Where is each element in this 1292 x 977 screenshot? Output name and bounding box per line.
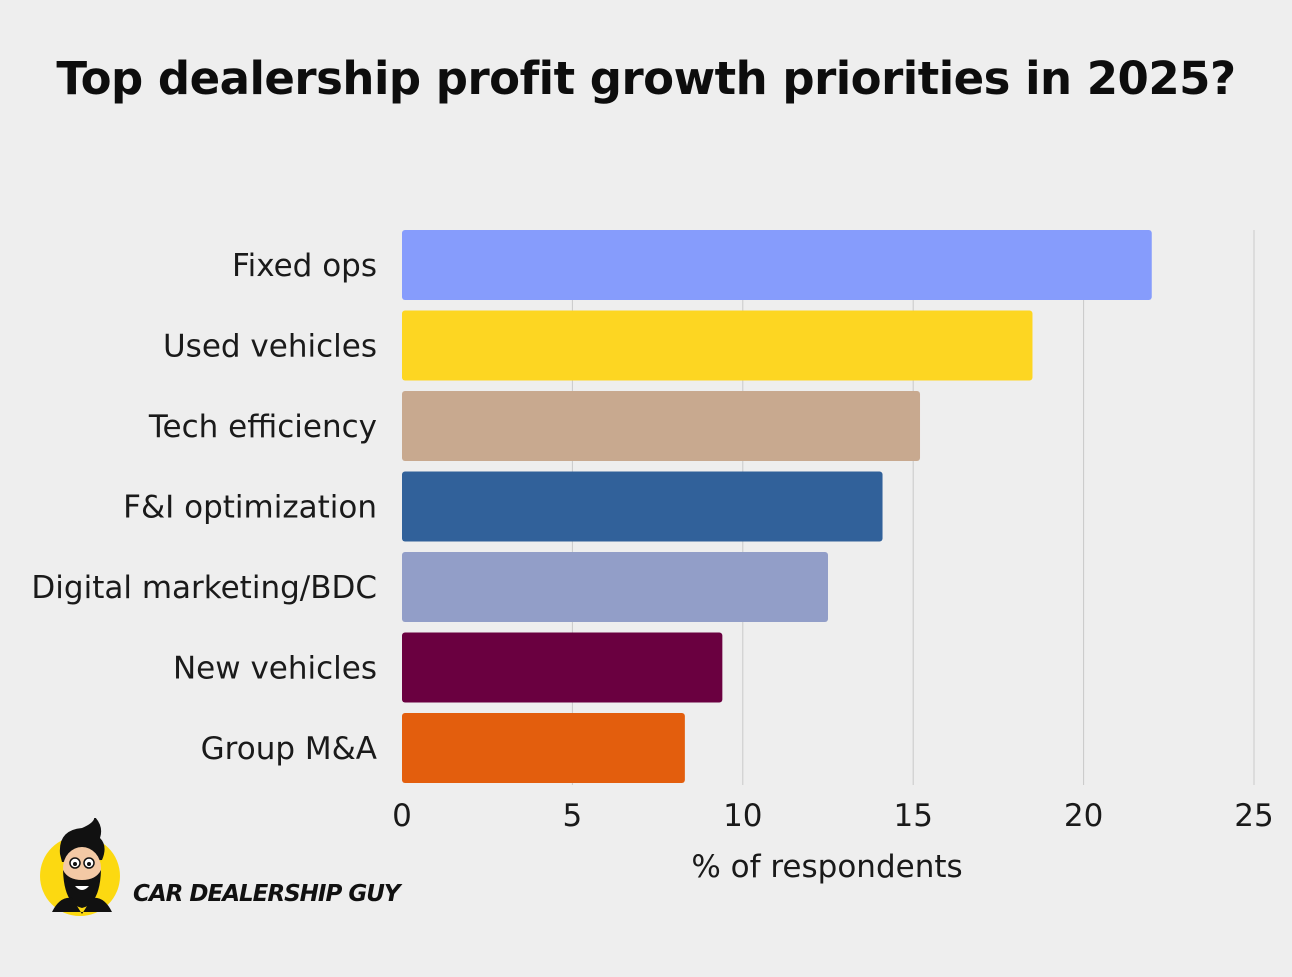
category-label: Used vehicles — [163, 329, 377, 365]
category-label: Digital marketing/BDC — [31, 570, 377, 606]
x-tick-label: 10 — [723, 798, 762, 834]
x-tick-label: 0 — [392, 798, 412, 834]
bar — [402, 471, 883, 542]
logo-suit — [52, 897, 112, 914]
brand-name: CAR DEALERSHIP GUY — [133, 881, 401, 907]
category-label: Group M&A — [201, 731, 377, 767]
category-labels: Fixed ops Used vehicles Tech efficiency F&I… — [31, 248, 377, 767]
x-axis-title: % of respondents — [691, 849, 962, 885]
brand-logo-icon — [40, 818, 120, 916]
x-tick-label: 15 — [893, 798, 932, 834]
bars — [402, 230, 1152, 783]
x-tick-label: 20 — [1064, 798, 1103, 834]
x-tick-labels: 0 5 10 15 20 25 — [392, 798, 1274, 834]
x-tick-label: 5 — [563, 798, 583, 834]
bar — [402, 552, 828, 622]
category-label: F&I optimization — [123, 490, 377, 526]
bar — [402, 230, 1152, 300]
chart-title: Top dealership profit growth priorities … — [56, 52, 1236, 105]
category-label: New vehicles — [173, 651, 377, 687]
category-label: Tech efficiency — [148, 409, 377, 445]
bar — [402, 713, 685, 783]
bar — [402, 632, 723, 703]
bar — [402, 310, 1033, 381]
category-label: Fixed ops — [232, 248, 377, 284]
x-tick-label: 25 — [1234, 798, 1273, 834]
bar — [402, 391, 921, 461]
